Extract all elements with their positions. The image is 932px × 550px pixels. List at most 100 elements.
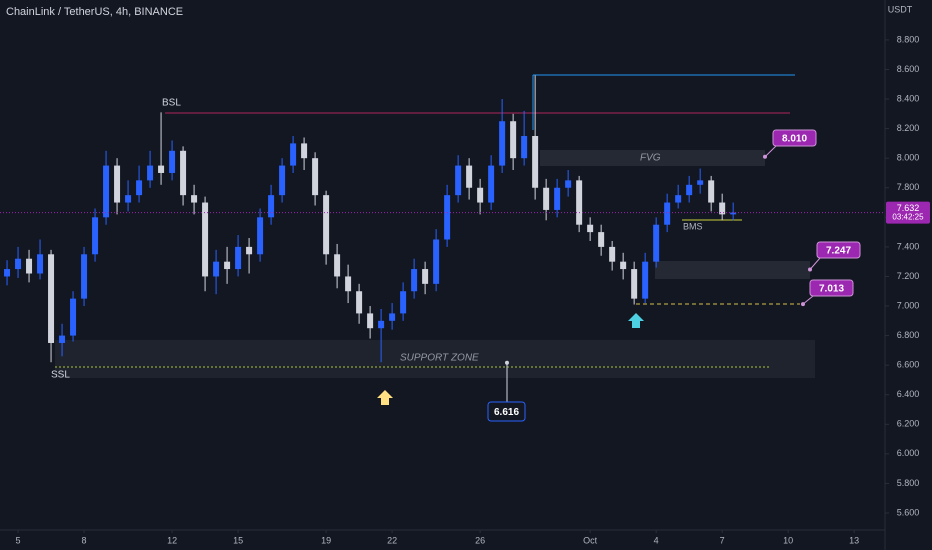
y-tick-label: 8.200 [897, 123, 920, 133]
y-tick-label: 7.800 [897, 182, 920, 192]
candle-body [213, 261, 220, 277]
support-zone [55, 340, 815, 378]
candle-body [675, 195, 682, 203]
bms-label: BMS [683, 221, 703, 231]
demand-zone [655, 261, 810, 279]
candle-body [730, 212, 737, 215]
candle-body [202, 202, 209, 277]
candle-body [587, 224, 594, 233]
candle-body [620, 261, 627, 270]
bsl-label: BSL [162, 98, 181, 109]
candle-body [598, 232, 605, 247]
candle-body [697, 180, 704, 185]
callout-box [487, 401, 526, 422]
plot [4, 75, 737, 363]
candle-body [609, 246, 616, 262]
candle-body [367, 313, 374, 329]
y-tick-label: 6.400 [897, 389, 920, 399]
candle-body [158, 165, 165, 173]
callout-pointer [802, 295, 814, 305]
y-tick-label: 8.400 [897, 93, 920, 103]
candle-body [4, 269, 11, 277]
x-tick-label: Oct [583, 535, 598, 545]
callout-dot [763, 154, 767, 159]
up-arrow [628, 313, 644, 328]
countdown: 03:42:25 [892, 213, 924, 222]
callout-dot [505, 360, 509, 365]
y-tick-label: 7.200 [897, 271, 920, 281]
fvg-label: FVG [640, 153, 661, 164]
candle-body [708, 180, 715, 203]
candle-body [356, 291, 363, 314]
callout-box [772, 129, 817, 147]
candle-body [488, 165, 495, 203]
up-arrow [377, 390, 393, 405]
candle-body [631, 269, 638, 299]
candle-body [466, 165, 473, 188]
callout-label: 7.013 [819, 284, 844, 295]
candle-body [279, 165, 286, 196]
x-tick-label: 7 [720, 535, 725, 545]
candle-body [345, 276, 352, 292]
candle-body [103, 165, 110, 218]
y-tick-label: 6.600 [897, 360, 920, 370]
candle-body [114, 165, 121, 203]
x-tick-label: 15 [233, 535, 243, 545]
candle-body [477, 187, 484, 203]
candle-body [301, 143, 308, 159]
candle-body [26, 258, 33, 274]
ssl-label: SSL [51, 370, 70, 381]
x-tick-label: 13 [849, 535, 859, 545]
callout-label: 7.247 [826, 246, 851, 257]
currency: USDT [888, 4, 913, 14]
candle-body [532, 136, 539, 188]
callout-dot [808, 267, 812, 272]
x-tick-label: 10 [783, 535, 793, 545]
candle-body [70, 298, 77, 336]
y-tick-label: 7.400 [897, 241, 920, 251]
candle-body [499, 121, 506, 166]
y-tick-label: 8.000 [897, 153, 920, 163]
candle-body [653, 224, 660, 262]
x-tick-label: 5 [16, 535, 21, 545]
candle-body [147, 165, 154, 181]
candle-body [180, 150, 187, 196]
candle-body [411, 269, 418, 292]
candle-body [444, 195, 451, 240]
candle-body [642, 261, 649, 299]
candle-body [565, 180, 572, 188]
candle-body [455, 165, 462, 196]
candle-body [224, 261, 231, 270]
candle-body [169, 150, 176, 173]
candle-body [719, 202, 726, 215]
candle-body [246, 246, 253, 255]
candle-body [510, 121, 517, 159]
y-tick-label: 5.800 [897, 478, 920, 488]
callout-pointer [764, 145, 777, 158]
candle-body [554, 187, 561, 210]
callout-pointer [809, 257, 821, 270]
callout-label: 6.616 [494, 407, 519, 418]
callout-dot [801, 302, 805, 307]
y-tick-label: 5.600 [897, 507, 920, 517]
candle-body [543, 187, 550, 210]
chart-title: ChainLink / TetherUS, 4h, BINANCE [6, 6, 183, 18]
candle-body [59, 335, 66, 343]
candle-body [389, 313, 396, 321]
candle-body [378, 320, 385, 329]
y-tick-label: 6.800 [897, 330, 920, 340]
last-price-box [886, 201, 930, 224]
x-tick-label: 12 [167, 535, 177, 545]
x-tick-label: 4 [654, 535, 659, 545]
candle-body [235, 246, 242, 270]
candle-body [400, 291, 407, 314]
candle-body [334, 254, 341, 277]
candle-body [257, 217, 264, 255]
x-tick-label: 19 [321, 535, 331, 545]
support-label: SUPPORT ZONE [400, 353, 479, 364]
candle-body [664, 202, 671, 225]
x-tick-label: 26 [475, 535, 485, 545]
candle-body [92, 217, 99, 255]
x-tick-label: 22 [387, 535, 397, 545]
candle-body [81, 254, 88, 299]
